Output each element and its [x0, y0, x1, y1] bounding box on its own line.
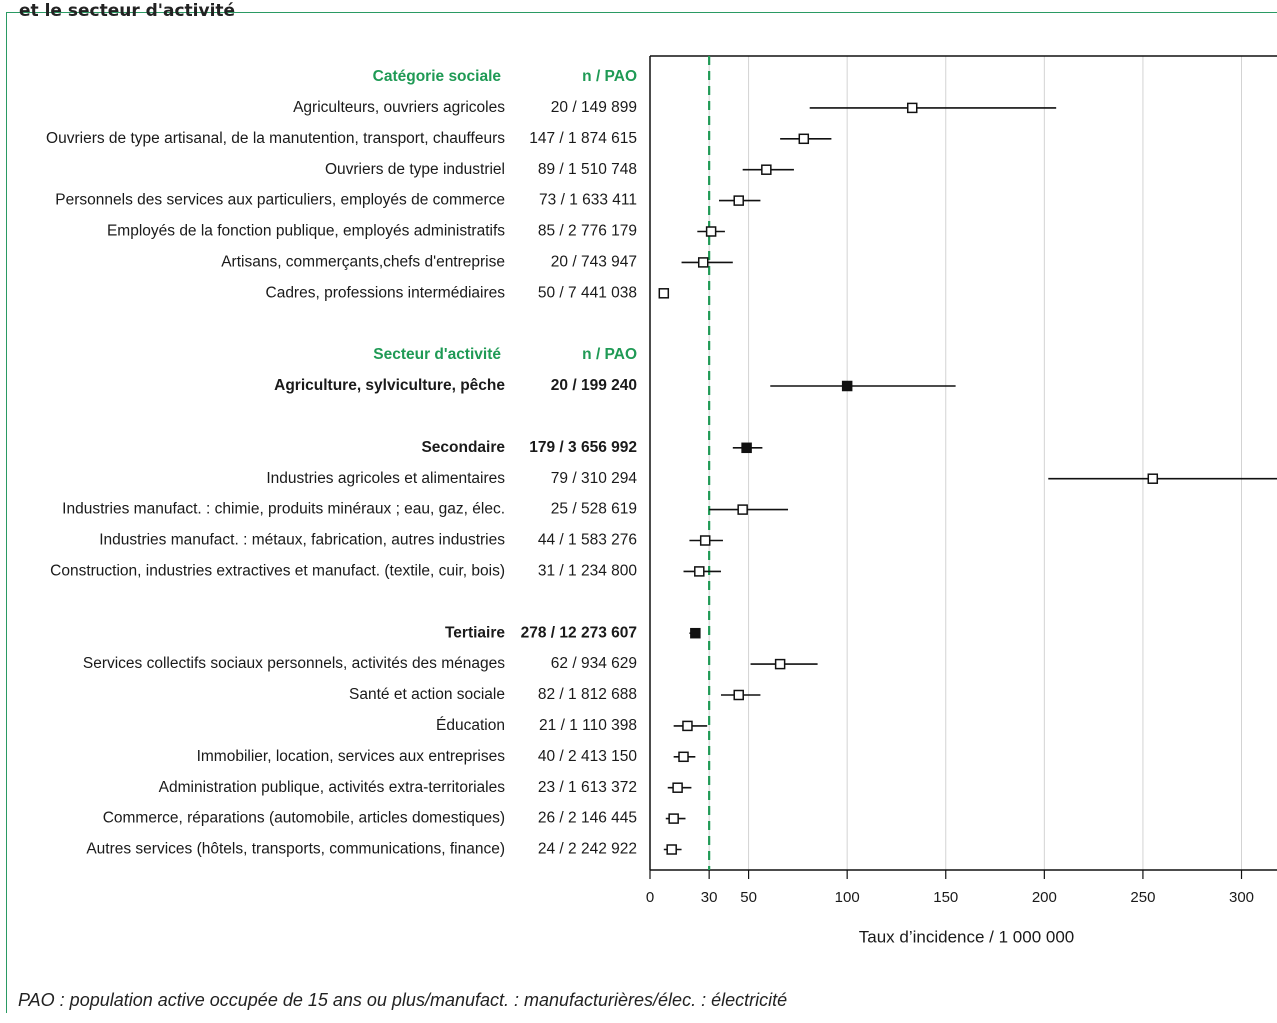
estimate-marker [666, 844, 677, 855]
x-tick-label: 0 [646, 889, 654, 906]
estimate-marker [699, 535, 711, 546]
x-tick-label: 30 [701, 889, 718, 906]
row-label: Commerce, réparations (automobile, artic… [103, 810, 505, 827]
x-tick-label: 150 [933, 889, 958, 906]
row-n-pao: 20 / 743 947 [551, 253, 637, 270]
estimate-marker [678, 751, 689, 763]
estimate-marker [682, 720, 693, 732]
row-label: Artisans, commerçants,chefs d'entreprise [221, 253, 505, 270]
estimate-marker [737, 504, 748, 515]
estimate-marker [697, 257, 709, 268]
row-n-pao: 31 / 1 234 800 [538, 562, 637, 579]
estimate-marker-filled [841, 380, 853, 392]
estimate-marker [1147, 473, 1159, 484]
column-header-n-pao: n / PAO [582, 68, 637, 85]
estimate-marker [733, 195, 744, 206]
row-n-pao: 21 / 1 110 398 [539, 717, 637, 734]
row-label: Industries manufact. : chimie, produits … [62, 501, 505, 518]
row-label: Administration publique, activités extra… [159, 779, 506, 796]
row-label: Ouvriers de type artisanal, de la manute… [46, 130, 505, 147]
estimate-marker [798, 133, 810, 145]
row-label: Immobilier, location, services aux entre… [197, 748, 506, 765]
estimate-marker [672, 782, 683, 793]
row-label: Éducation [436, 717, 505, 734]
row-label: Secondaire [421, 439, 505, 456]
column-header-n-pao: n / PAO [582, 346, 637, 363]
row-n-pao: 20 / 199 240 [551, 377, 637, 394]
estimate-marker [774, 658, 786, 670]
row-n-pao: 20 / 149 899 [551, 99, 637, 116]
x-tick-label: 250 [1130, 889, 1155, 906]
row-n-pao: 278 / 12 273 607 [521, 624, 637, 641]
row-n-pao: 73 / 1 633 411 [539, 192, 637, 209]
row-n-pao: 26 / 2 146 445 [538, 810, 637, 827]
row-n-pao: 23 / 1 613 372 [538, 779, 637, 796]
x-tick-label: 50 [740, 889, 757, 906]
row-label: Services collectifs sociaux personnels, … [83, 655, 505, 672]
estimate-marker-filled [690, 627, 701, 639]
x-tick-label: 300 [1229, 889, 1254, 906]
estimate-marker-filled [741, 442, 752, 454]
x-tick-label: 200 [1032, 889, 1057, 906]
row-label: Employés de la fonction publique, employ… [107, 223, 505, 240]
section-header: Catégorie sociale [373, 68, 502, 85]
row-label: Autres services (hôtels, transports, com… [86, 841, 505, 858]
row-label: Santé et action sociale [349, 686, 505, 703]
row-n-pao: 85 / 2 776 179 [538, 223, 637, 240]
estimate-marker [668, 813, 679, 824]
row-n-pao: 44 / 1 583 276 [538, 532, 637, 549]
figure-frame: et le secteur d'activité [6, 1, 1277, 1013]
row-label: Ouvriers de type industriel [325, 161, 505, 178]
row-label: Industries manufact. : métaux, fabricati… [99, 532, 505, 549]
row-n-pao: 40 / 2 413 150 [538, 748, 637, 765]
forest-plot: 0 30 50 100 150 200 250 300 Taux d’incidence / 1… [46, 55, 1277, 946]
estimate-marker [733, 689, 744, 701]
row-label: Construction, industries extractives et … [50, 562, 505, 579]
footnote: PAO : population active occupée de 15 an… [18, 990, 788, 1010]
row-n-pao: 50 / 7 441 038 [538, 284, 637, 301]
estimate-marker [658, 288, 670, 299]
row-label: Industries agricoles et alimentaires [266, 470, 505, 487]
row-n-pao: 147 / 1 874 615 [529, 130, 637, 147]
row-n-pao: 62 / 934 629 [551, 655, 637, 672]
row-label: Agriculteurs, ouvriers agricoles [293, 99, 505, 116]
row-n-pao: 179 / 3 656 992 [529, 439, 637, 456]
row-label: Personnels des services aux particuliers… [55, 192, 505, 209]
section-header: Secteur d'activité [373, 346, 501, 363]
row-n-pao: 24 / 2 242 922 [538, 841, 637, 858]
x-tick-label: 100 [835, 889, 860, 906]
row-label: Cadres, professions intermédiaires [266, 284, 506, 301]
row-label: Tertiaire [445, 624, 505, 641]
estimate-marker [694, 566, 705, 577]
row-n-pao: 89 / 1 510 748 [538, 161, 637, 178]
estimate-marker [906, 102, 918, 114]
estimate-marker [705, 226, 717, 237]
estimate-marker [761, 164, 772, 175]
figure-caption-fragment: et le secteur d'activité [19, 1, 236, 21]
row-n-pao: 79 / 310 294 [551, 470, 638, 487]
row-n-pao: 25 / 528 619 [551, 501, 637, 518]
row-n-pao: 82 / 1 812 688 [538, 686, 637, 703]
row-label: Agriculture, sylviculture, pêche [274, 377, 505, 394]
x-axis-label: Taux d’incidence / 1 000 000 [859, 927, 1075, 946]
